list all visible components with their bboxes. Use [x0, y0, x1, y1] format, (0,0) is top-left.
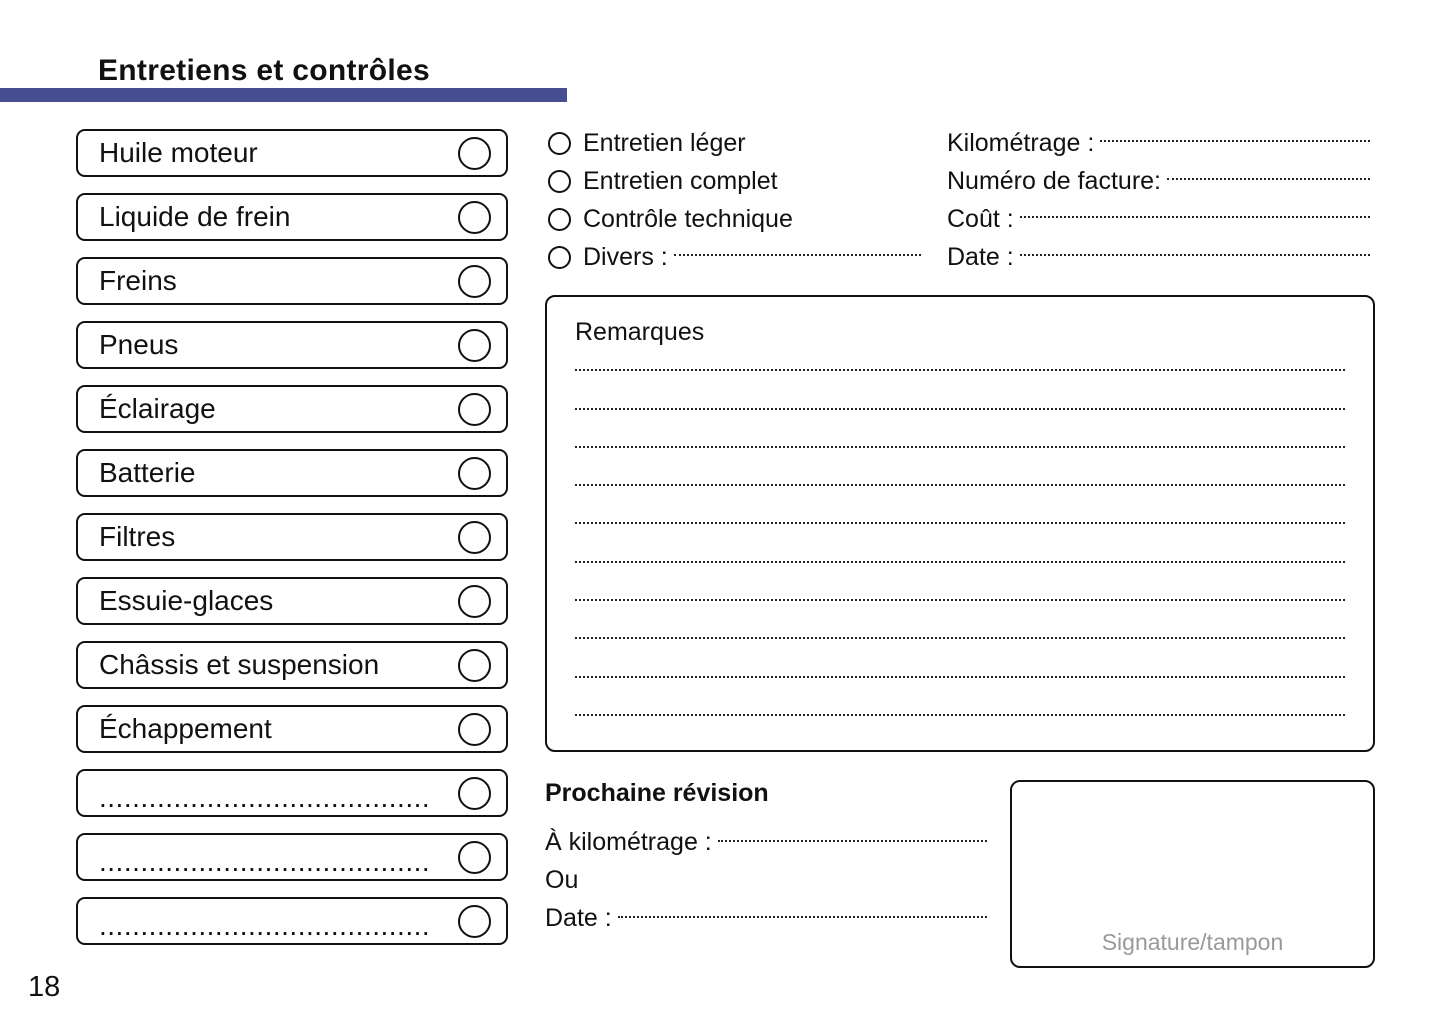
accent-bar — [0, 88, 567, 102]
check-circle-icon[interactable] — [458, 840, 491, 874]
radio-circle-icon[interactable] — [548, 169, 571, 193]
remark-line — [575, 524, 1345, 563]
check-circle-icon[interactable] — [458, 648, 491, 682]
checklist-row: Échappement — [76, 705, 508, 753]
check-circle-icon[interactable] — [458, 136, 491, 170]
field-label: À kilométrage : — [545, 828, 712, 856]
dotted-leader — [717, 839, 987, 842]
checklist-item-label: Essuie-glaces — [99, 585, 274, 616]
radio-circle-icon[interactable] — [548, 207, 571, 231]
check-circle-icon[interactable] — [458, 328, 491, 362]
checklist-item-label: Échappement — [99, 713, 272, 744]
checklist-blank-dots: ........................................ — [99, 846, 431, 876]
field-label: Coût : — [947, 204, 1014, 233]
remark-line — [575, 371, 1345, 410]
dotted-leader — [1019, 216, 1370, 218]
field-label: Date : — [545, 904, 612, 932]
record-fields: Kilométrage : Numéro de facture: Coût : … — [947, 128, 1372, 271]
remarks-title: Remarques — [575, 318, 705, 346]
service-option-label: Entretien complet — [583, 166, 778, 195]
checklist-item-label: Batterie — [99, 457, 196, 488]
next-service-field: Ou — [545, 866, 989, 894]
page-title: Entretiens et contrôles — [98, 54, 430, 87]
service-option-label: Entretien léger — [583, 128, 746, 157]
remark-line — [575, 410, 1345, 448]
record-field: Coût : — [947, 204, 1372, 233]
checklist-item-label: Éclairage — [99, 393, 216, 424]
radio-circle-icon[interactable] — [548, 245, 571, 269]
checklist-item-label: Châssis et suspension — [99, 649, 380, 680]
check-circle-icon[interactable] — [458, 904, 491, 938]
next-service-title: Prochaine révision — [545, 779, 769, 807]
dotted-leader — [1019, 254, 1370, 256]
checklist-item-label: Huile moteur — [99, 137, 258, 168]
checklist-row: Freins — [76, 257, 508, 305]
signature-label: Signature/tampon — [1101, 929, 1284, 955]
remarks-lines — [575, 333, 1345, 716]
checklist-item-label: Filtres — [99, 521, 176, 552]
check-circle-icon[interactable] — [458, 264, 491, 298]
remark-line — [575, 639, 1345, 678]
checklist-row: Éclairage — [76, 385, 508, 433]
checklist-row-blank: ........................................ — [76, 897, 508, 945]
record-field: Date : — [947, 242, 1372, 271]
signature-box: Signature/tampon — [1010, 780, 1375, 968]
service-option-label: Divers : — [583, 242, 668, 271]
record-field: Numéro de facture: — [947, 166, 1372, 195]
service-option: Contrôle technique — [548, 204, 923, 233]
remark-line — [575, 333, 1345, 372]
checklist: Huile moteur Liquide de frein Freins Pne… — [76, 129, 508, 945]
checklist-row-blank: ........................................ — [76, 833, 508, 881]
field-label: Kilométrage : — [947, 128, 1095, 157]
field-label: Ou — [545, 866, 579, 894]
field-label: Numéro de facture: — [947, 166, 1161, 195]
next-service-field: Date : — [545, 904, 989, 932]
check-circle-icon[interactable] — [458, 776, 491, 810]
check-circle-icon[interactable] — [458, 200, 491, 234]
remark-line — [575, 563, 1345, 602]
dotted-leader — [673, 254, 921, 256]
check-circle-icon[interactable] — [458, 520, 491, 554]
checklist-row: Batterie — [76, 449, 508, 497]
checklist-row: Huile moteur — [76, 129, 508, 177]
checklist-row: Liquide de frein — [76, 193, 508, 241]
checklist-blank-dots: ........................................ — [99, 910, 431, 940]
checklist-row: Essuie-glaces — [76, 577, 508, 625]
service-option: Divers : — [548, 242, 923, 271]
service-option: Entretien complet — [548, 166, 923, 195]
checklist-item-label: Freins — [99, 265, 177, 296]
service-type-options: Entretien léger Entretien complet Contrô… — [548, 128, 923, 271]
check-circle-icon[interactable] — [458, 584, 491, 618]
check-circle-icon[interactable] — [458, 392, 491, 426]
record-field: Kilométrage : — [947, 128, 1372, 157]
checklist-blank-dots: ........................................ — [99, 782, 431, 812]
dotted-leader — [1100, 140, 1370, 142]
checklist-row: Pneus — [76, 321, 508, 369]
remark-line — [575, 601, 1345, 640]
radio-circle-icon[interactable] — [548, 131, 571, 155]
service-option-label: Contrôle technique — [583, 204, 793, 233]
remarks-box: Remarques — [545, 295, 1375, 752]
next-service-rows: À kilométrage : Ou Date : — [545, 828, 989, 932]
remark-line — [575, 448, 1345, 487]
checklist-item-label: Liquide de frein — [99, 201, 291, 232]
dotted-leader — [1167, 178, 1370, 180]
check-circle-icon[interactable] — [458, 456, 491, 490]
remark-line — [575, 486, 1345, 525]
dotted-leader — [617, 915, 987, 918]
check-circle-icon[interactable] — [458, 712, 491, 746]
checklist-item-label: Pneus — [99, 329, 179, 360]
remark-line — [575, 678, 1345, 716]
page-number: 18 — [28, 971, 61, 1003]
next-service-field: À kilométrage : — [545, 828, 989, 856]
field-label: Date : — [947, 242, 1014, 271]
checklist-row: Châssis et suspension — [76, 641, 508, 689]
next-service-section: Prochaine révision À kilométrage : Ou Da… — [545, 779, 989, 932]
checklist-row: Filtres — [76, 513, 508, 561]
checklist-row-blank: ........................................ — [76, 769, 508, 817]
service-option: Entretien léger — [548, 128, 923, 157]
